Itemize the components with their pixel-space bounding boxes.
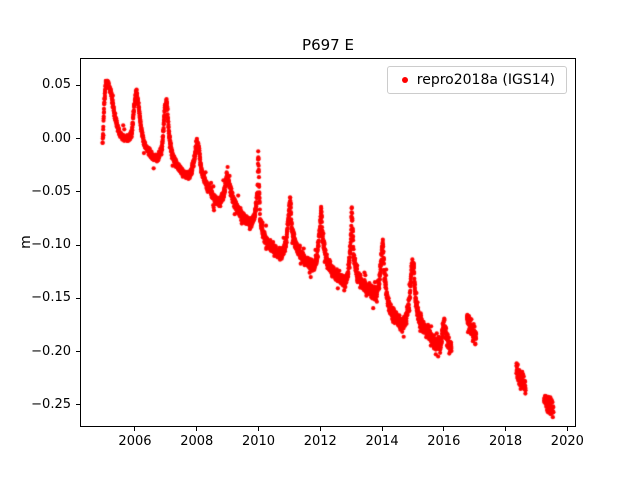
y-tick-mark xyxy=(76,351,80,353)
x-tick-mark xyxy=(566,427,568,431)
y-tick-label: −0.05 xyxy=(31,183,71,199)
y-tick-label: 0.05 xyxy=(42,77,71,93)
x-tick-label: 2018 xyxy=(489,434,523,449)
x-tick-mark xyxy=(196,427,198,431)
y-tick-mark xyxy=(76,138,80,140)
x-tick-label: 2008 xyxy=(180,434,214,449)
x-tick-mark xyxy=(258,427,259,431)
y-tick-label: −0.20 xyxy=(31,343,71,359)
y-tick-mark xyxy=(76,297,80,299)
y-tick-mark xyxy=(76,244,80,246)
x-tick-label: 2010 xyxy=(241,434,276,449)
y-tick-mark xyxy=(76,191,80,193)
legend-marker-icon xyxy=(401,77,408,83)
legend-label: repro2018a (IGS14) xyxy=(416,72,555,88)
x-tick-mark xyxy=(443,427,445,431)
y-tick-label: −0.10 xyxy=(31,237,71,253)
y-tick-mark xyxy=(76,84,80,86)
x-tick-label: 2020 xyxy=(550,434,584,449)
x-tick-mark xyxy=(381,427,383,431)
x-tick-mark xyxy=(319,427,321,431)
y-tick-label: −0.25 xyxy=(31,396,71,412)
x-tick-mark xyxy=(134,427,136,431)
legend: repro2018a (IGS14) xyxy=(386,66,567,94)
scatter-canvas xyxy=(81,59,575,426)
x-tick-label: 2006 xyxy=(118,434,152,449)
x-tick-label: 2016 xyxy=(427,434,461,449)
x-tick-mark xyxy=(505,427,507,431)
x-tick-label: 2014 xyxy=(365,434,399,449)
y-tick-label: 0.00 xyxy=(42,130,71,146)
y-tick-mark xyxy=(76,404,80,406)
y-tick-label: −0.15 xyxy=(31,290,71,306)
chart-title: P697 E xyxy=(302,36,354,54)
x-tick-label: 2012 xyxy=(303,434,337,449)
plot-area: repro2018a (IGS14) xyxy=(80,58,576,427)
